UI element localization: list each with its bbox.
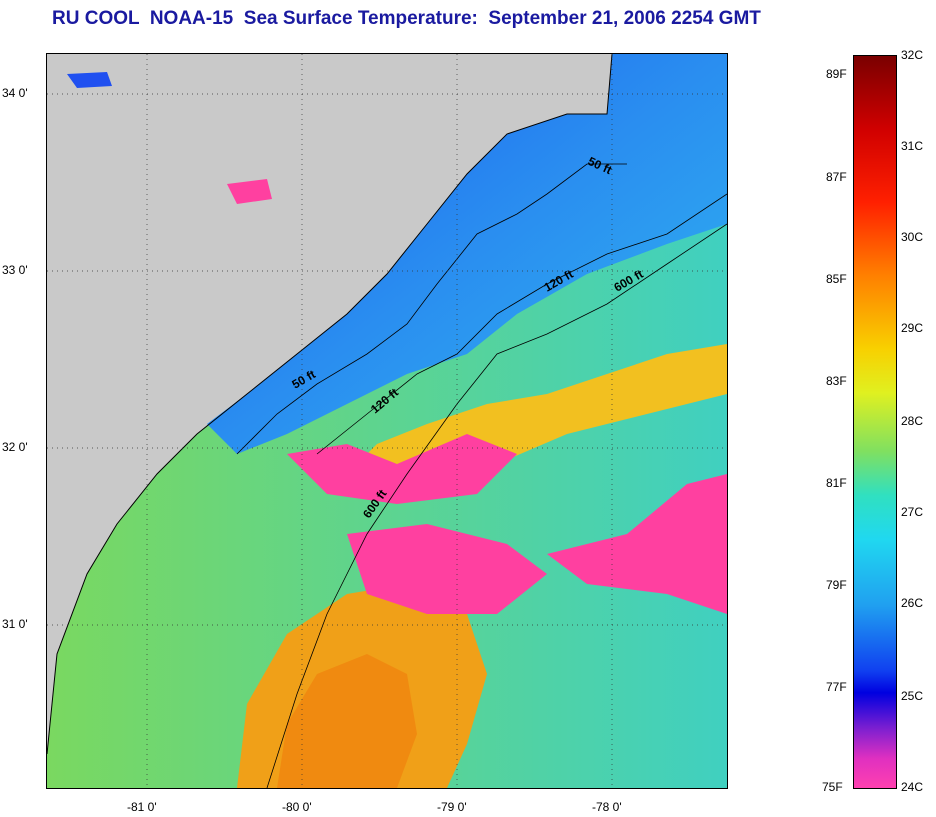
cb-f-75: 75F <box>822 780 843 794</box>
isobath-120ft <box>316 193 727 455</box>
cloud-patch-3 <box>547 474 727 614</box>
cb-f-87: 87F <box>826 170 847 184</box>
coastline <box>47 54 613 755</box>
shelf-water <box>207 54 727 454</box>
inland-cloud <box>227 179 272 204</box>
cb-c-26: 26C <box>901 596 924 610</box>
cb-f-79: 79F <box>826 578 847 592</box>
temperature-colorbar <box>853 55 897 789</box>
lat-label-34: 34 0' <box>2 86 28 100</box>
isobath-50ft <box>236 163 627 455</box>
inland-lake <box>67 72 112 88</box>
cb-c-32: 32C <box>901 48 924 62</box>
cb-c-28: 28C <box>901 414 924 428</box>
lat-label-33: 33 0' <box>2 263 28 277</box>
cb-c-29: 29C <box>901 321 924 335</box>
cb-f-83: 83F <box>826 374 847 388</box>
cb-f-77: 77F <box>826 680 847 694</box>
lon-label-78: -78 0' <box>592 800 622 814</box>
cloud-patch-1 <box>287 434 517 504</box>
hottest-core <box>277 654 417 788</box>
sst-image: 50 ft 120 ft 600 ft 50 ft 120 ft 600 ft <box>47 54 727 788</box>
sst-map: 50 ft 120 ft 600 ft 50 ft 120 ft 600 ft <box>46 53 728 789</box>
cb-c-24: 24C <box>901 780 924 794</box>
cb-f-85: 85F <box>826 272 847 286</box>
lon-label-81: -81 0' <box>127 800 157 814</box>
lat-label-32: 32 0' <box>2 440 28 454</box>
cb-c-30: 30C <box>901 230 924 244</box>
lat-lon-grid <box>47 54 727 788</box>
map-title: RU COOL NOAA-15 Sea Surface Temperature:… <box>52 8 761 29</box>
cb-c-31: 31C <box>901 139 924 153</box>
lon-label-80: -80 0' <box>282 800 312 814</box>
cb-f-81: 81F <box>826 476 847 490</box>
cb-f-89: 89F <box>826 67 847 81</box>
cb-c-27: 27C <box>901 505 924 519</box>
lat-label-31: 31 0' <box>2 617 28 631</box>
cb-c-25: 25C <box>901 689 924 703</box>
lon-label-79: -79 0' <box>437 800 467 814</box>
cloud-patch-2 <box>347 524 547 614</box>
